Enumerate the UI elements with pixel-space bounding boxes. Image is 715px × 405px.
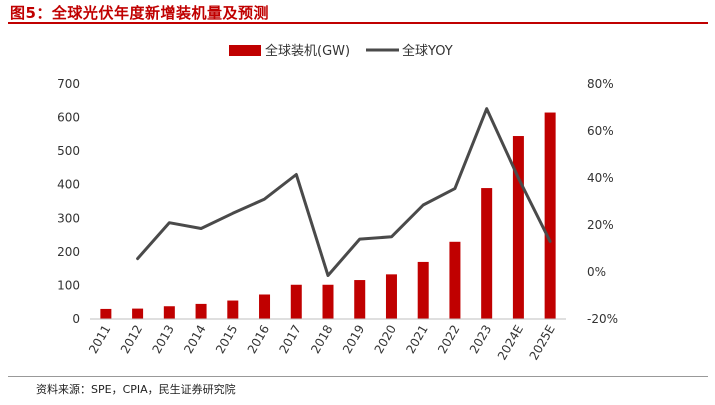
legend-label-line: 全球YOY (402, 43, 453, 59)
title-rule (8, 22, 708, 24)
x-tick-label: 2024E (495, 323, 526, 363)
x-tick-label: 2012 (118, 323, 145, 356)
bar-series (100, 112, 556, 320)
y-right-tick-label: 20% (587, 218, 614, 232)
y-left-tick-label: 0 (72, 312, 80, 326)
bar-2020 (385, 274, 397, 319)
y-right-tick-label: 60% (587, 124, 614, 138)
legend: 全球装机(GW) 全球YOY (229, 43, 453, 59)
bottom-rule (8, 376, 708, 377)
x-tick-label: 2016 (245, 323, 272, 356)
y-left-axis: 0 100 200 300 400 500 600 700 (57, 77, 80, 326)
y-right-axis: -20% 0% 20% 40% 60% 80% (587, 77, 618, 326)
line-series (136, 107, 552, 277)
y-right-tick-label: -20% (587, 312, 618, 326)
y-left-tick-label: 200 (57, 245, 80, 259)
bar-2017 (290, 284, 302, 319)
bar-2014 (195, 303, 207, 319)
bar-2011 (100, 308, 112, 319)
bar-2018 (322, 284, 334, 319)
bar-2021 (417, 261, 429, 319)
x-tick-label: 2015 (213, 323, 240, 356)
y-right-tick-label: 0% (587, 265, 606, 279)
x-axis: 2011 2012 2013 2014 2015 2016 2017 2018 2019 2020… (86, 322, 558, 362)
x-tick-label: 2018 (308, 323, 335, 356)
y-left-tick-label: 300 (57, 211, 80, 225)
x-tick-label: 2017 (276, 323, 303, 356)
x-tick-label: 2011 (86, 323, 113, 356)
yoy-line (136, 107, 552, 277)
bar-2025E (544, 112, 556, 320)
y-left-tick-label: 600 (57, 111, 80, 125)
y-left-tick-label: 500 (57, 144, 80, 158)
y-left-tick-label: 400 (57, 178, 80, 192)
bar-2023 (481, 188, 493, 319)
bar-2022 (449, 241, 461, 319)
legend-label-bar: 全球装机(GW) (265, 43, 350, 59)
legend-swatch-bar (229, 45, 261, 56)
x-tick-label: 2020 (372, 323, 399, 356)
y-right-tick-label: 40% (587, 171, 614, 185)
x-tick-label: 2022 (435, 323, 462, 356)
y-left-tick-label: 700 (57, 77, 80, 91)
bar-2024E (512, 136, 524, 319)
bar-2015 (227, 300, 239, 319)
chart: 全球装机(GW) 全球YOY 0 100 200 300 400 500 600 700 -2… (57, 43, 618, 363)
figure-title: 图5：全球光伏年度新增装机量及预测 (10, 4, 269, 22)
figure-source: 资料来源：SPE，CPIA，民生证券研究院 (36, 383, 236, 396)
bar-2012 (132, 308, 144, 319)
x-tick-label: 2023 (467, 322, 494, 355)
x-tick-label: 2025E (527, 323, 558, 363)
x-tick-label: 2014 (181, 323, 208, 356)
bar-2013 (163, 306, 175, 319)
x-tick-label: 2013 (150, 323, 177, 356)
x-tick-label: 2021 (403, 323, 430, 356)
bar-2019 (354, 280, 366, 319)
x-tick-label: 2019 (340, 323, 367, 356)
y-right-tick-label: 80% (587, 77, 614, 91)
bar-2016 (259, 294, 271, 319)
y-left-tick-label: 100 (57, 278, 80, 292)
